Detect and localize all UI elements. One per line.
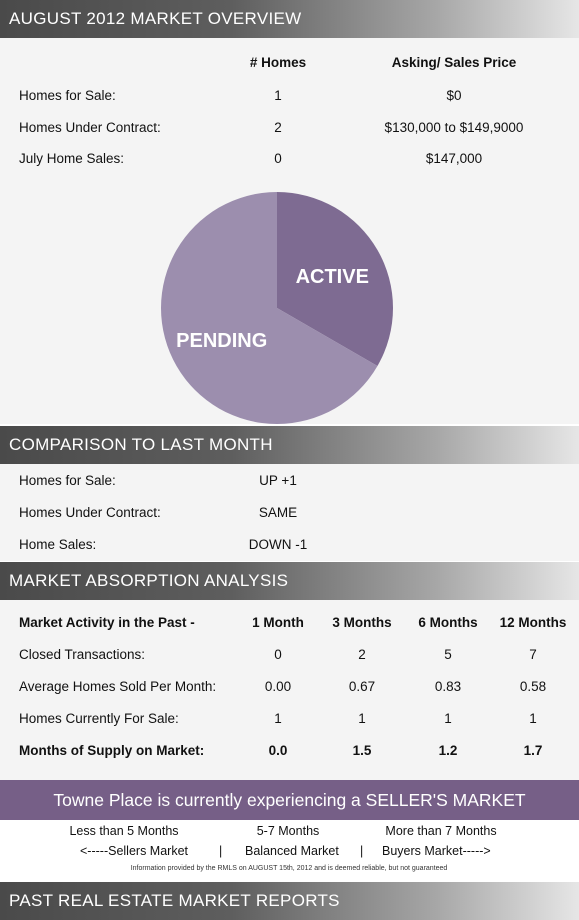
comparison-row-label: Homes Under Contract:	[19, 505, 161, 520]
absorption-cell: 1.5	[352, 743, 372, 758]
absorption-row-label: Closed Transactions:	[19, 647, 146, 662]
overview-panel: # Homes Asking/ Sales Price Homes for Sa…	[0, 38, 579, 424]
absorption-row-label: Homes Currently For Sale:	[19, 711, 179, 726]
past-reports-header[interactable]: PAST REAL ESTATE MARKET REPORTS	[0, 882, 579, 920]
overview-row-homes: 0	[274, 151, 282, 166]
absorption-header-label: Market Activity in the Past -	[19, 615, 195, 630]
absorption-cell: 1	[358, 711, 366, 726]
overview-row-price: $147,000	[425, 151, 483, 166]
col-homes-header: # Homes	[249, 55, 307, 70]
separator: |	[360, 844, 364, 858]
overview-row-price: $130,000 to $149,9000	[384, 120, 524, 135]
absorption-cell: 1	[444, 711, 452, 726]
comparison-row-value: UP +1	[259, 473, 297, 488]
disclaimer: Information provided by the RMLS on AUGU…	[130, 865, 448, 872]
overview-row-label: July Home Sales:	[19, 151, 125, 166]
label-buyers-market: Buyers Market----->	[382, 844, 491, 858]
market-status-banner: Towne Place is currently experiencing a …	[0, 780, 579, 820]
pie-label-pending: PENDING	[176, 330, 267, 352]
absorption-cell: 1	[529, 711, 537, 726]
absorption-cell: 1	[274, 711, 282, 726]
absorption-cell: 0.67	[348, 679, 376, 694]
absorption-cell: 1.2	[438, 743, 458, 758]
range-buyers: More than 7 Months	[385, 824, 497, 838]
overview-header: AUGUST 2012 MARKET OVERVIEW	[0, 0, 579, 38]
absorption-cell: 0.83	[434, 679, 462, 694]
absorption-cell: 5	[444, 647, 452, 662]
absorption-col-header: 12 Months	[499, 615, 567, 630]
pie-slice-active	[277, 192, 393, 366]
range-balanced: 5-7 Months	[256, 824, 320, 838]
separator: |	[219, 844, 223, 858]
label-balanced-market: Balanced Market	[245, 844, 339, 858]
absorption-cell: 7	[529, 647, 537, 662]
absorption-cell: 2	[358, 647, 366, 662]
absorption-cell: 0.0	[268, 743, 288, 758]
absorption-col-header: 6 Months	[418, 615, 478, 630]
pie-slice-pending	[161, 192, 378, 424]
overview-row-price: $0	[446, 88, 462, 103]
overview-row-label: Homes for Sale:	[19, 88, 116, 103]
overview-row-homes: 1	[274, 88, 282, 103]
absorption-panel: Market Activity in the Past - 1 Month 3 …	[0, 600, 579, 780]
absorption-row-label: Average Homes Sold Per Month:	[19, 679, 217, 694]
pie-label-active: ACTIVE	[296, 266, 369, 288]
col-price-header: Asking/ Sales Price	[391, 55, 517, 70]
comparison-panel: Homes for Sale: UP +1 Homes Under Contra…	[0, 464, 579, 561]
label-sellers-market: <-----Sellers Market	[80, 844, 188, 858]
range-sellers: Less than 5 Months	[69, 824, 179, 838]
absorption-col-header: 1 Month	[252, 615, 304, 630]
absorption-cell: 0.58	[519, 679, 547, 694]
comparison-row-value: DOWN -1	[248, 537, 308, 552]
comparison-row-label: Homes for Sale:	[19, 473, 116, 488]
absorption-cell: 0.00	[264, 679, 292, 694]
market-legend: Less than 5 Months 5-7 Months More than …	[0, 820, 579, 882]
absorption-row-label: Months of Supply on Market:	[19, 743, 205, 758]
comparison-row-value: SAME	[258, 505, 298, 520]
absorption-header: MARKET ABSORPTION ANALYSIS	[0, 562, 579, 600]
overview-row-label: Homes Under Contract:	[19, 120, 161, 135]
comparison-header: COMPARISON TO LAST MONTH	[0, 426, 579, 464]
absorption-col-header: 3 Months	[332, 615, 392, 630]
overview-row-homes: 2	[274, 120, 282, 135]
absorption-cell: 1.7	[523, 743, 543, 758]
comparison-row-label: Home Sales:	[19, 537, 97, 552]
absorption-cell: 0	[274, 647, 282, 662]
pie-chart: ACTIVE PENDING	[161, 192, 393, 424]
